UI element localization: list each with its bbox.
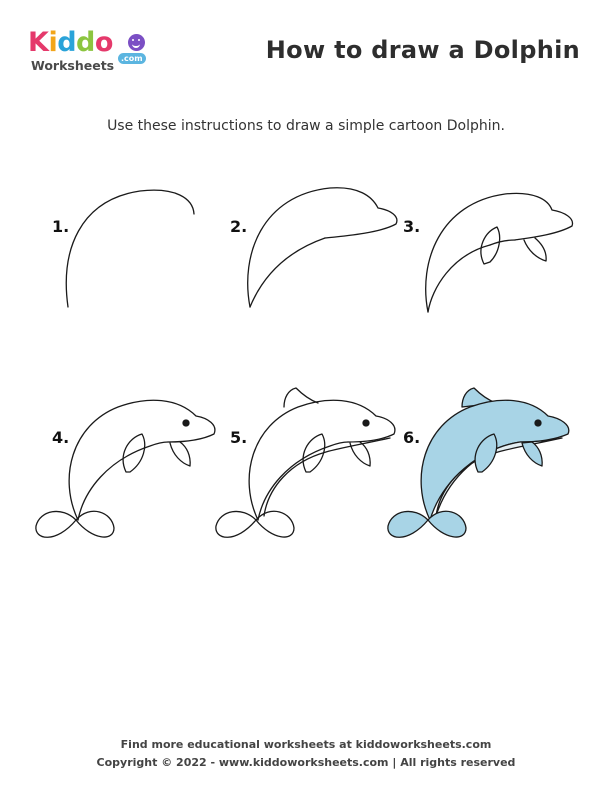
kiddo-worksheets-logo: Kiddo Worksheets .com xyxy=(28,28,158,78)
step-1-drawing xyxy=(65,189,195,308)
step-3-drawing xyxy=(425,192,574,313)
step-number-3: 3. xyxy=(403,217,421,236)
step-number-6: 6. xyxy=(403,428,421,447)
smiley-face-icon xyxy=(128,34,145,51)
step-number-4: 4. xyxy=(52,428,70,447)
step-number-2: 2. xyxy=(230,217,248,236)
step-number-1: 1. xyxy=(52,217,70,236)
step-number-5: 5. xyxy=(230,428,248,447)
logo-dotcom-badge: .com xyxy=(118,53,146,64)
step-4-drawing xyxy=(35,399,216,538)
page-title: How to draw a Dolphin xyxy=(265,36,580,64)
footer-more-worksheets: Find more educational worksheets at kidd… xyxy=(120,738,492,751)
logo-subtext: Worksheets xyxy=(31,58,115,73)
step-5-drawing xyxy=(215,387,396,538)
step-6-drawing xyxy=(387,387,570,538)
logo-wordmark: Kiddo xyxy=(28,27,113,58)
step-2-drawing xyxy=(247,187,398,308)
footer-copyright: Copyright © 2022 - www.kiddoworksheets.c… xyxy=(96,756,516,769)
page-subtitle: Use these instructions to draw a simple … xyxy=(107,118,505,134)
